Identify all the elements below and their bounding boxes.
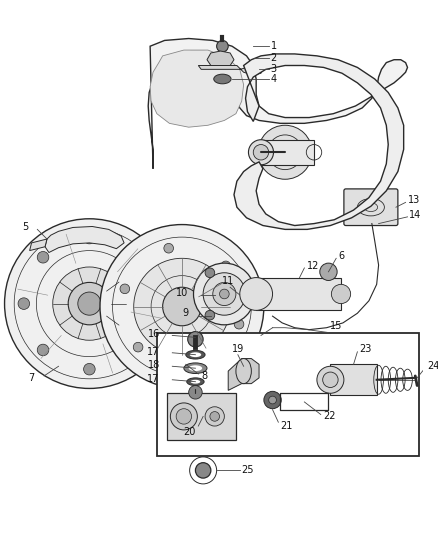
Ellipse shape xyxy=(184,363,207,374)
Circle shape xyxy=(213,282,236,305)
Circle shape xyxy=(170,403,198,430)
Circle shape xyxy=(189,385,202,399)
Text: 25: 25 xyxy=(242,465,254,475)
Circle shape xyxy=(191,360,200,369)
FancyBboxPatch shape xyxy=(344,189,398,225)
Text: 5: 5 xyxy=(22,222,28,232)
Text: 13: 13 xyxy=(407,196,420,205)
Circle shape xyxy=(53,267,126,340)
Circle shape xyxy=(268,396,276,404)
Text: 16: 16 xyxy=(148,329,160,340)
Text: 21: 21 xyxy=(280,421,293,431)
Circle shape xyxy=(133,342,143,352)
Circle shape xyxy=(162,287,201,326)
Circle shape xyxy=(18,298,30,309)
Circle shape xyxy=(134,259,230,354)
Circle shape xyxy=(205,268,215,278)
Circle shape xyxy=(4,219,174,389)
Text: 18: 18 xyxy=(148,360,160,370)
Circle shape xyxy=(68,282,111,325)
Bar xyxy=(157,333,419,456)
Text: 1: 1 xyxy=(271,41,277,51)
Circle shape xyxy=(248,140,273,165)
Text: 17: 17 xyxy=(147,374,160,384)
Circle shape xyxy=(203,273,246,315)
Circle shape xyxy=(205,407,224,426)
Polygon shape xyxy=(150,50,244,127)
Ellipse shape xyxy=(190,352,201,357)
Text: 9: 9 xyxy=(183,308,189,318)
Text: 20: 20 xyxy=(183,427,195,437)
Text: 23: 23 xyxy=(359,344,372,354)
Ellipse shape xyxy=(187,378,204,385)
Circle shape xyxy=(219,289,229,299)
Text: 14: 14 xyxy=(410,210,422,220)
Circle shape xyxy=(194,263,255,325)
Text: 11: 11 xyxy=(223,277,235,286)
Circle shape xyxy=(100,224,264,389)
Text: 17: 17 xyxy=(147,347,160,357)
Text: 6: 6 xyxy=(338,252,344,261)
Circle shape xyxy=(317,366,344,393)
Polygon shape xyxy=(45,227,124,253)
Ellipse shape xyxy=(236,359,251,384)
Text: 12: 12 xyxy=(307,261,320,271)
Polygon shape xyxy=(228,359,259,390)
Text: 7: 7 xyxy=(28,373,34,383)
Ellipse shape xyxy=(214,74,231,84)
Circle shape xyxy=(130,344,141,356)
Bar xyxy=(330,365,377,395)
Circle shape xyxy=(323,372,338,387)
Circle shape xyxy=(258,125,312,179)
Polygon shape xyxy=(207,51,234,68)
Text: 19: 19 xyxy=(232,344,244,354)
Bar xyxy=(261,140,314,165)
Circle shape xyxy=(320,263,337,280)
Circle shape xyxy=(84,232,95,244)
Text: 2: 2 xyxy=(271,53,277,63)
Circle shape xyxy=(37,344,49,356)
Text: 22: 22 xyxy=(324,411,336,422)
Polygon shape xyxy=(30,239,47,251)
Circle shape xyxy=(221,261,230,271)
Polygon shape xyxy=(198,64,263,75)
Polygon shape xyxy=(234,54,404,229)
Ellipse shape xyxy=(191,380,200,384)
Text: 10: 10 xyxy=(177,288,189,298)
Bar xyxy=(256,278,341,310)
Circle shape xyxy=(130,252,141,263)
Circle shape xyxy=(176,409,191,424)
Circle shape xyxy=(188,332,203,347)
Text: 8: 8 xyxy=(201,371,207,381)
Circle shape xyxy=(240,278,272,310)
Circle shape xyxy=(234,319,244,329)
Text: 15: 15 xyxy=(330,321,343,331)
Bar xyxy=(166,393,236,440)
Circle shape xyxy=(264,391,281,409)
Circle shape xyxy=(195,463,211,478)
Ellipse shape xyxy=(186,350,205,359)
Ellipse shape xyxy=(364,203,378,212)
Circle shape xyxy=(120,284,130,294)
Polygon shape xyxy=(148,38,407,168)
Text: 24: 24 xyxy=(427,361,438,372)
Text: 3: 3 xyxy=(271,64,277,74)
Circle shape xyxy=(84,364,95,375)
Circle shape xyxy=(164,244,173,253)
Circle shape xyxy=(78,292,101,315)
Circle shape xyxy=(205,310,215,320)
Circle shape xyxy=(332,284,351,304)
Circle shape xyxy=(149,298,161,309)
Circle shape xyxy=(253,144,268,160)
Ellipse shape xyxy=(189,365,202,371)
Circle shape xyxy=(37,252,49,263)
Circle shape xyxy=(217,41,228,52)
Text: 4: 4 xyxy=(271,74,277,84)
Circle shape xyxy=(210,411,219,421)
